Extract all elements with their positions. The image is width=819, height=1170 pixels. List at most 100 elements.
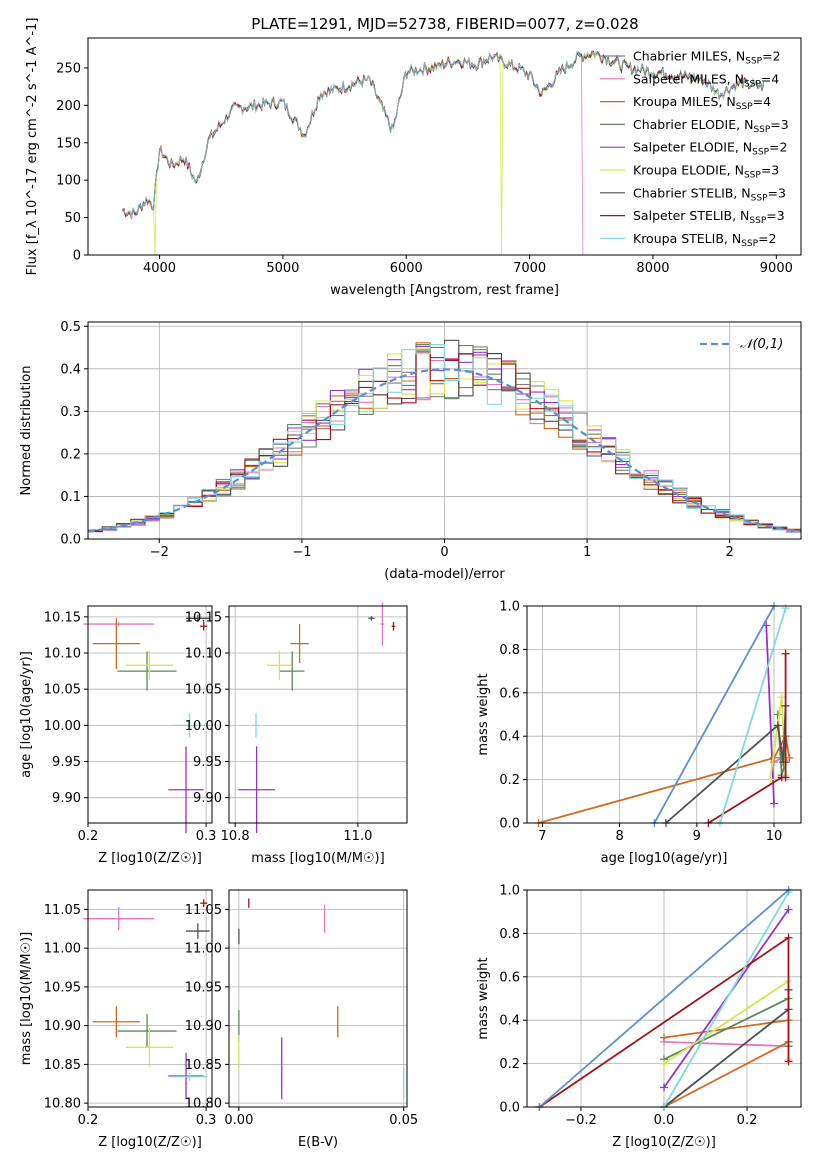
weight-marker <box>660 1059 668 1068</box>
y-tick-label: 0.6 <box>499 970 520 985</box>
y-tick-label: 10.05 <box>44 683 81 698</box>
y-tick-label: 0.1 <box>60 490 81 505</box>
legend-count: =2 <box>758 231 776 246</box>
x-tick-label: 9000 <box>760 261 793 276</box>
y-tick-label: 1.0 <box>499 884 520 899</box>
weight-marker <box>773 710 782 719</box>
weight-marker <box>784 933 793 942</box>
errorbar-point-4 <box>168 746 204 834</box>
weight-series-6 <box>660 985 793 1111</box>
y-tick-label: 0.2 <box>499 1057 520 1072</box>
y-tick-label: 0.2 <box>60 447 81 462</box>
x-axis-label: age [log10(age/yr)] <box>601 851 728 866</box>
weight-marker <box>784 905 793 914</box>
legend-subscript: SSP <box>741 239 758 249</box>
y-tick-label: 9.90 <box>52 791 81 806</box>
weight-marker <box>660 1083 668 1092</box>
y-tick-label: 0.4 <box>499 1014 520 1029</box>
legend-subscript: SSP <box>745 57 762 67</box>
legend-subscript: SSP <box>753 125 770 135</box>
y-tick-label: 10.95 <box>185 980 222 995</box>
y-tick-label: 10.10 <box>44 647 81 662</box>
errorbar-point-3 <box>279 651 305 691</box>
y-tick-label: 0.8 <box>499 927 520 942</box>
normal-curve <box>87 368 802 533</box>
y-axis-label: mass weight <box>476 957 491 1039</box>
weight-series-8 <box>660 888 793 1111</box>
spectrum-axes: 4000 5000 6000 7000 8000 9000 0 50 100 150 200 250 w… <box>25 18 802 298</box>
x-tick-label: 0.2 <box>737 1113 758 1128</box>
x-tick-label: 5000 <box>266 261 299 276</box>
errorbar-point-4 <box>238 746 276 834</box>
x-tick-label: 6000 <box>390 261 423 276</box>
y-tick-label: 11.00 <box>44 942 81 957</box>
y-tick-label: 10.85 <box>44 1058 81 1073</box>
errorbar-point-5 <box>267 650 292 680</box>
y-tick-label: 10.90 <box>44 1019 81 1034</box>
y-tick-label: 10.80 <box>44 1097 81 1112</box>
errorbar-point-5 <box>125 650 174 680</box>
weight-line <box>665 705 787 824</box>
legend-subscript: SSP <box>751 193 768 203</box>
legend-entry: Chabrier ELODIE, NSSP=3 <box>633 117 789 135</box>
weight-line <box>663 891 790 1108</box>
x-tick-label: 0.05 <box>389 1113 418 1128</box>
y-tick-label: 10.95 <box>44 980 81 995</box>
errorbar-point-5 <box>125 1027 174 1067</box>
mass-vs-Z-axes: 0.2 0.3 10.80 10.85 10.90 10.95 11.00 11.05 Z [l… <box>19 889 217 1150</box>
errorbar-point-8 <box>252 713 260 738</box>
weight-line <box>663 1041 790 1048</box>
y-tick-label: 50 <box>64 211 81 226</box>
y-axis-label: Normed distribution <box>19 366 34 496</box>
errorbar-point-8 <box>171 1072 208 1081</box>
y-tick-label: 10.15 <box>185 610 222 625</box>
legend-count: =2 <box>762 49 780 64</box>
weight-marker <box>773 721 782 730</box>
weight-series-9 <box>650 602 778 827</box>
x-tick-label: −1 <box>292 545 311 560</box>
x-tick-label: 0.00 <box>224 1113 253 1128</box>
errorbar-point-6 <box>368 616 375 621</box>
y-tick-label: 1.0 <box>499 600 520 615</box>
legend-entry: Kroupa STELIB, NSSP=2 <box>633 231 777 249</box>
y-tick-label: 10.00 <box>185 719 222 734</box>
legend-count: =4 <box>753 94 771 109</box>
weight-marker <box>777 693 786 702</box>
x-tick-label: 10.8 <box>221 829 250 844</box>
y-tick-label: 250 <box>56 61 81 76</box>
weight-marker <box>766 775 775 784</box>
errorbar-point-2 <box>92 1006 140 1038</box>
weight-line <box>538 889 790 1108</box>
y-tick-label: 200 <box>56 99 81 114</box>
y-axis-label: mass weight <box>476 673 491 755</box>
weight-marker <box>785 753 794 762</box>
y-tick-label: 0.8 <box>499 643 520 658</box>
x-tick-label: −2 <box>150 545 169 560</box>
y-tick-label: 0.3 <box>60 405 81 420</box>
y-tick-label: 9.95 <box>193 755 222 770</box>
plot-frame <box>228 889 408 1108</box>
errorbar-point-3 <box>117 651 177 691</box>
plot-frame <box>526 889 802 1108</box>
y-tick-label: 0.0 <box>499 817 520 832</box>
x-axis-label: (data-model)/error <box>384 567 505 582</box>
y-tick-label: 0.2 <box>499 773 520 788</box>
errorbar-point-1 <box>83 907 155 931</box>
errorbar-point-7 <box>200 899 208 908</box>
weight-series-1 <box>660 1037 793 1051</box>
legend-count: =3 <box>770 117 788 132</box>
y-tick-label: 0.4 <box>60 362 81 377</box>
spectrum-legend: Chabrier MILES, NSSP=2 Salpeter MILES, NS… <box>600 49 789 249</box>
mass-vs-ebv-axes: 0.00 0.05 10.80 10.85 10.90 10.95 11.00 11.05 E(… <box>185 889 418 1150</box>
legend-count: =2 <box>769 140 787 155</box>
legend-count: =3 <box>761 163 779 178</box>
x-tick-label: 9 <box>693 829 701 844</box>
errorbar-point-6 <box>186 923 210 939</box>
weight-vs-Z-axes: −0.2 0.0 0.2 0.0 0.2 0.4 0.6 0.8 1.0 Z [log10(Z/Z… <box>476 884 802 1150</box>
age-vs-Z-axes: 0.2 0.3 9.90 9.95 10.00 10.05 10.10 10.15 Z [log… <box>19 605 217 866</box>
x-tick-label: 0.3 <box>196 1113 217 1128</box>
x-tick-label: 7000 <box>513 261 546 276</box>
x-tick-label: 0.3 <box>196 829 217 844</box>
x-tick-label: 7 <box>538 829 546 844</box>
